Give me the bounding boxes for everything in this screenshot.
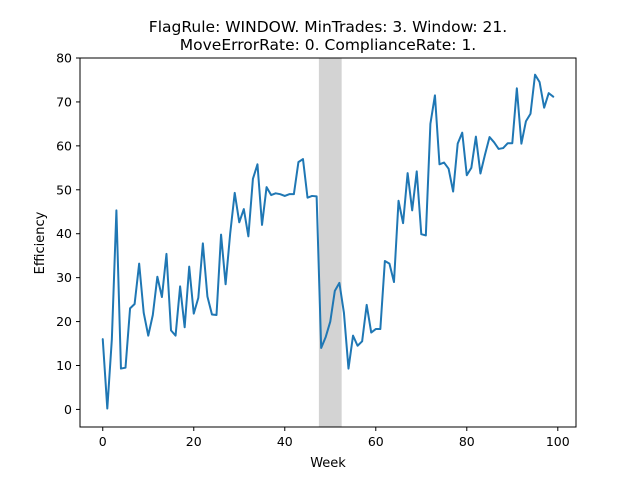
x-tick-label: 60 (368, 434, 384, 449)
y-tick-label: 50 (56, 182, 72, 197)
chart-title-line-2: MoveErrorRate: 0. ComplianceRate: 1. (180, 36, 476, 54)
x-tick-label: 100 (546, 434, 570, 449)
x-axis-label: Week (310, 456, 346, 471)
chart-title-line-1: FlagRule: WINDOW. MinTrades: 3. Window: … (149, 18, 507, 36)
y-tick-label: 20 (56, 314, 72, 329)
y-tick-label: 30 (56, 270, 72, 285)
x-axis: 0 20 40 60 80 100 (99, 427, 570, 449)
y-tick-label: 80 (56, 51, 72, 66)
plot-area (101, 58, 555, 427)
y-tick-label: 60 (56, 138, 72, 153)
y-axis: 0 10 20 30 40 50 60 70 80 (56, 51, 80, 417)
y-tick-label: 0 (64, 402, 72, 417)
shaded-span (318, 58, 342, 427)
y-axis-label: Efficiency (33, 211, 48, 274)
x-tick-label: 20 (186, 434, 202, 449)
x-tick-label: 80 (459, 434, 475, 449)
y-tick-label: 10 (56, 358, 72, 373)
axes-frame (79, 57, 577, 428)
x-tick-label: 0 (99, 434, 107, 449)
y-tick-label: 40 (56, 226, 72, 241)
x-tick-label: 40 (277, 434, 293, 449)
y-tick-label: 70 (56, 94, 72, 109)
efficiency-series-line (101, 73, 555, 410)
